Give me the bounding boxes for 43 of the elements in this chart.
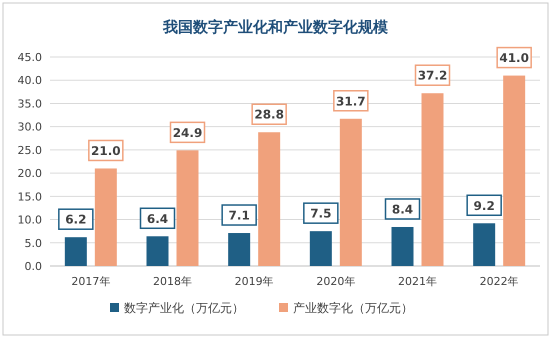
data-label: 7.5 — [310, 206, 332, 221]
y-tick-label: 45.0 — [18, 51, 42, 64]
data-label: 28.8 — [254, 108, 284, 122]
bar — [422, 93, 444, 266]
data-label: 31.7 — [336, 94, 366, 108]
bar — [228, 233, 250, 266]
y-tick-label: 15.0 — [18, 190, 42, 204]
y-tick-label: 5.0 — [24, 236, 42, 250]
data-label: 6.2 — [65, 212, 86, 227]
bar — [146, 236, 168, 266]
y-tick-label: 35.0 — [18, 97, 42, 110]
bar — [392, 226, 414, 266]
y-tick-label: 20.0 — [18, 167, 42, 180]
x-tick-label: 2021年 — [398, 275, 437, 288]
x-tick-label: 2018年 — [153, 275, 192, 288]
data-label: 7.1 — [228, 208, 250, 223]
bar — [176, 150, 198, 266]
bar — [310, 231, 332, 266]
x-tick-label: 2020年 — [316, 275, 356, 288]
bar — [473, 223, 496, 266]
data-label: 6.4 — [146, 212, 168, 226]
bar — [340, 118, 362, 266]
bar — [503, 76, 526, 266]
x-tick-label: 2017年 — [71, 275, 110, 288]
data-label: 24.9 — [172, 126, 202, 140]
data-label: 8.4 — [392, 202, 414, 216]
x-tick-label: 2019年 — [234, 275, 274, 288]
y-tick-label: 40.0 — [18, 74, 42, 88]
data-label: 37.2 — [418, 68, 448, 83]
y-tick-label: 25.0 — [18, 144, 42, 157]
data-label: 41.0 — [499, 51, 529, 66]
bar — [258, 132, 280, 266]
y-tick-label: 0.0 — [24, 260, 42, 273]
data-label: 9.2 — [474, 198, 495, 213]
bar — [64, 237, 87, 266]
y-tick-label: 30.0 — [18, 120, 42, 134]
legend-label: 数字产业化（万亿元） — [124, 301, 244, 315]
legend-label: 产业数字化（万亿元） — [293, 301, 413, 315]
y-tick-label: 10.0 — [18, 214, 42, 227]
chart-title: 我国数字产业化和产业数字化规模 — [162, 18, 389, 36]
bar — [94, 168, 117, 266]
x-tick-label: 2022年 — [480, 275, 519, 288]
data-label: 21.0 — [91, 144, 121, 158]
